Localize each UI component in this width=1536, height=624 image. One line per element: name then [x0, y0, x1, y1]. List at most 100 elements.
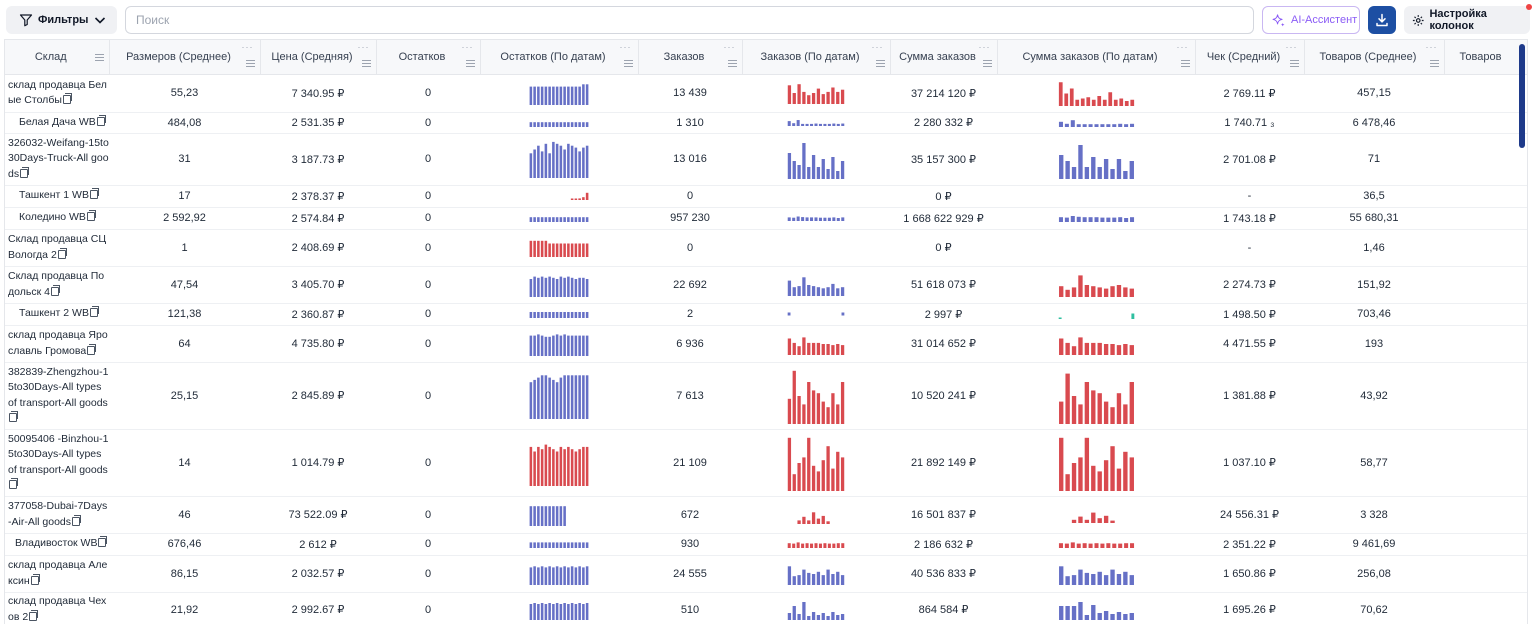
sparkline [1058, 313, 1134, 320]
column-menu-icon[interactable] [361, 59, 371, 67]
cell-value: 2 378.37 ₽ [291, 190, 345, 203]
column-menu-icon[interactable] [94, 53, 104, 61]
sparkline-bar [810, 217, 814, 222]
copy-icon[interactable] [30, 573, 40, 585]
warehouse-name: 326032-Weifang-15to30Days-Truck-All good… [8, 136, 109, 180]
column-options-icon[interactable]: ··· [1425, 42, 1438, 52]
copy-icon[interactable] [20, 166, 30, 178]
copy-icon[interactable] [98, 536, 108, 548]
copy-icon[interactable] [89, 188, 99, 200]
column-options-icon[interactable]: ··· [1285, 42, 1298, 52]
sparkline-bar [1091, 99, 1096, 106]
table-row[interactable]: 382839-Zhengzhou-15to30Days-All types of… [5, 362, 1527, 430]
sparkline [787, 143, 845, 179]
column-header[interactable]: Остатков ··· [376, 40, 481, 75]
copy-icon[interactable] [86, 210, 96, 222]
table-row[interactable]: Ташкент 2 WB 121,38 2 360.87 ₽ 0 2 2 997 ₽ 1 4… [5, 303, 1527, 326]
column-header[interactable]: Заказов (По датам) ··· [742, 40, 891, 75]
column-menu-icon[interactable] [1429, 59, 1439, 67]
table-row[interactable]: Белая Дача WB 484,08 2 531.35 ₽ 0 1 310 2 280… [5, 112, 1527, 134]
sparkline-bar [555, 278, 559, 297]
table-cell: 2 769.11 ₽ [1195, 74, 1304, 113]
sparkline-bar [1103, 159, 1108, 179]
cell-value: 930 [680, 538, 700, 550]
download-button[interactable] [1368, 6, 1396, 34]
column-header[interactable]: Сумма заказов ··· [890, 40, 998, 75]
column-options-icon[interactable]: ··· [461, 42, 474, 52]
table-row[interactable]: Склад продавца Подольск 4 47,54 3 405.70 ₽… [5, 266, 1527, 304]
column-header[interactable]: Размеров (Среднее) ··· [109, 40, 261, 75]
copy-icon[interactable] [96, 114, 106, 126]
column-header[interactable]: Остатков (По датам) ··· [480, 40, 639, 75]
sparkline-bar [540, 121, 544, 127]
warehouse-cell: склад продавца Ярославль Громова [5, 325, 109, 363]
table-row[interactable]: склад продавца Ярославль Громова 64 4 735.… [5, 325, 1527, 363]
column-menu-icon[interactable] [245, 59, 255, 67]
column-menu-icon[interactable] [1180, 59, 1190, 67]
copy-icon[interactable] [72, 514, 82, 526]
cell-value: 0 ₽ [935, 242, 952, 254]
copy-icon[interactable] [62, 93, 72, 104]
column-header[interactable]: Цена (Средняя) ··· [260, 40, 377, 75]
column-header[interactable]: Товаров (Среднее) ··· [1304, 40, 1445, 75]
column-header[interactable]: Товаров [1444, 40, 1527, 75]
table-row[interactable]: 50095406 -Binzhou-15to30Days-All types o… [5, 429, 1527, 497]
sparkline-bar [574, 542, 578, 549]
table-row[interactable]: 326032-Weifang-15to30Days-Truck-All good… [5, 133, 1527, 186]
column-options-icon[interactable]: ··· [619, 42, 632, 52]
sparkline-bar [559, 86, 563, 105]
sparkline-bar [585, 374, 589, 419]
sparkline-cell [480, 185, 638, 208]
table-row[interactable]: склад продавца Чехов 2 21,92 2 992.67 ₽ 0 51… [5, 592, 1527, 624]
sparkline-bar [811, 511, 816, 524]
table-cell: 193 [1304, 325, 1444, 363]
column-menu-icon[interactable] [623, 59, 633, 67]
column-header[interactable]: Чек (Средний) ··· [1195, 40, 1305, 75]
search-input[interactable] [125, 6, 1254, 34]
table-cell: 2 701.08 ₽ [1195, 133, 1304, 186]
table-row[interactable]: склад продавца Белые Столбы 55,23 7 340.95… [5, 74, 1527, 113]
ai-assistant-button[interactable]: AI-Ассистент [1262, 6, 1360, 34]
sparkline-bar [811, 573, 816, 585]
column-menu-icon[interactable] [875, 59, 885, 67]
copy-icon[interactable] [29, 609, 39, 621]
table-row[interactable]: склад продавца Алексин 86,15 2 032.57 ₽ 0 24… [5, 555, 1527, 593]
column-menu-icon[interactable] [982, 59, 992, 67]
sparkline-bar [787, 121, 791, 127]
copy-icon[interactable] [9, 410, 18, 422]
copy-icon[interactable] [89, 306, 99, 318]
sparkline-bar [578, 448, 581, 486]
column-menu-icon[interactable] [1289, 59, 1299, 67]
column-header[interactable]: Заказов ··· [638, 40, 743, 75]
table-row[interactable]: Ташкент 1 WB 17 2 378.37 ₽ 0 0 0 ₽ - 36,5 [5, 185, 1527, 208]
column-options-icon[interactable]: ··· [723, 42, 736, 52]
table-row[interactable]: Владивосток WB 676,46 2 612 ₽ 0 930 2 186 632… [5, 533, 1527, 556]
copy-icon[interactable] [50, 284, 60, 296]
column-options-icon[interactable]: ··· [241, 42, 254, 52]
warehouse-cell: Склад продавца Подольск 4 [5, 266, 109, 304]
table-cell [1444, 496, 1527, 534]
column-options-icon[interactable]: ··· [1176, 42, 1189, 52]
sparkline-bar [1097, 571, 1102, 585]
column-menu-icon[interactable] [727, 59, 737, 67]
table-cell: 0 [376, 362, 480, 430]
column-menu-icon[interactable] [465, 59, 475, 67]
column-options-icon[interactable]: ··· [871, 42, 884, 52]
sparkline [787, 196, 845, 197]
column-options-icon[interactable]: ··· [978, 42, 991, 52]
sparkline-bar [574, 566, 578, 585]
vertical-scrollbar[interactable] [1519, 44, 1525, 148]
copy-icon[interactable] [9, 477, 18, 489]
sparkline-cell [997, 362, 1195, 430]
table-row[interactable]: 377058-Dubai-7Days-Air-All goods 46 73 522… [5, 496, 1527, 534]
table-row[interactable]: Склад продавца СЦ Вологда 2 1 2 408.69 ₽ 0 0… [5, 229, 1527, 267]
table-row[interactable]: Коледино WB 2 592,92 2 574.84 ₽ 0 957 230 1 6… [5, 207, 1527, 230]
column-header[interactable]: Склад [5, 40, 110, 75]
copy-icon[interactable] [57, 247, 67, 259]
sparkline-bar [1109, 406, 1115, 424]
copy-icon[interactable] [87, 343, 97, 355]
column-settings-button[interactable]: Настройка колонок [1404, 6, 1530, 34]
column-options-icon[interactable]: ··· [357, 42, 370, 52]
filters-button[interactable]: Фильтры [6, 6, 117, 34]
column-header[interactable]: Сумма заказов (По датам) ··· [997, 40, 1196, 75]
